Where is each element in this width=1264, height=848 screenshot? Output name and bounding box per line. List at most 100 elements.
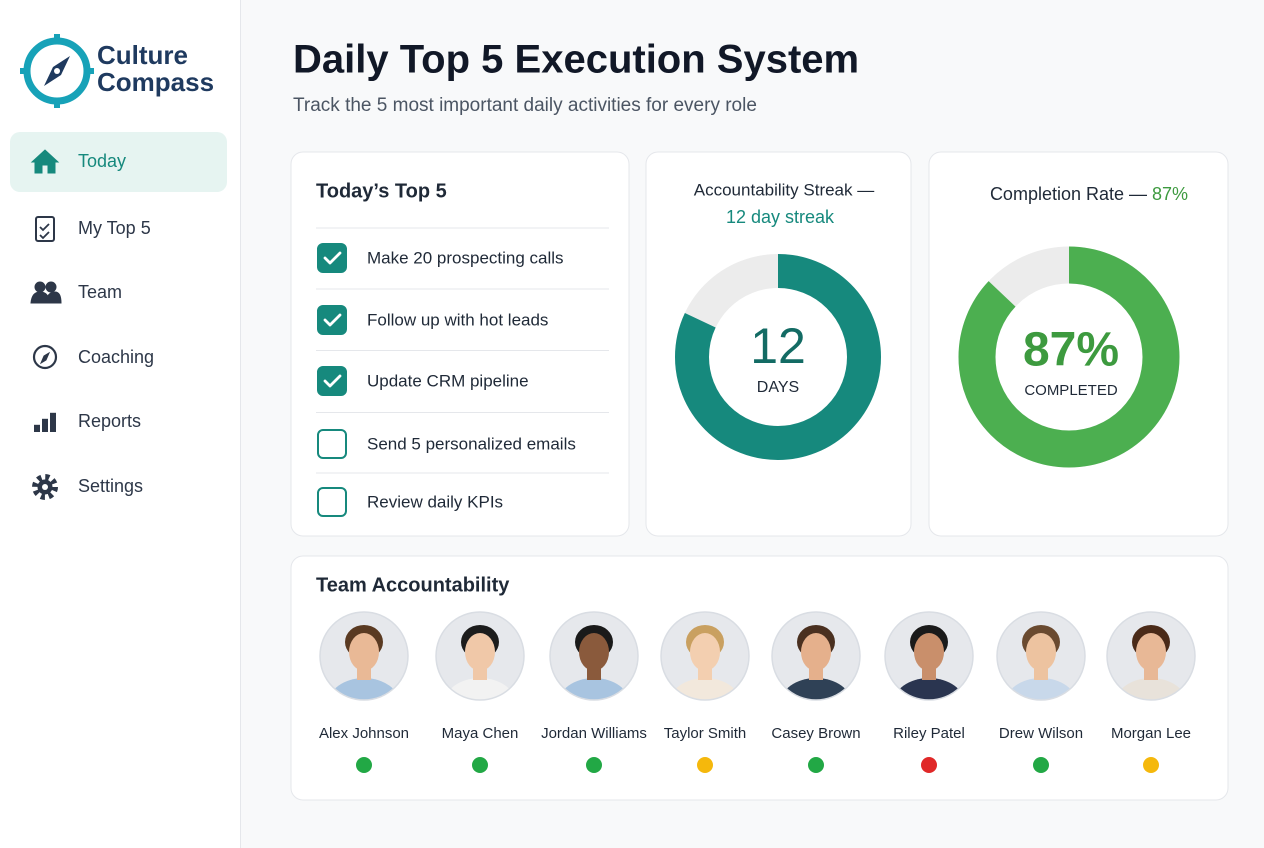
nav-item[interactable]: Settings — [32, 474, 143, 500]
avatar — [550, 612, 638, 700]
task-label: Make 20 prospecting calls — [367, 248, 564, 267]
title-value: 87% — [1152, 184, 1188, 204]
avatar-border — [884, 611, 974, 701]
check-mark — [323, 313, 342, 327]
card — [290, 555, 1229, 801]
avatar-body — [328, 678, 400, 700]
task-row: Send 5 personalized emails — [317, 429, 576, 459]
task-label: Follow up with hot leads — [367, 310, 548, 329]
icon-shape — [32, 344, 58, 370]
icon-shape — [50, 412, 56, 432]
avatar-border — [435, 611, 525, 701]
card-title: Team Accountability — [316, 574, 510, 596]
avatar — [661, 612, 749, 700]
team-member: Casey Brown — [771, 611, 861, 773]
icon-shape — [42, 484, 48, 490]
card-title: Completion Rate — 87% — [990, 184, 1188, 204]
avatar-border — [319, 611, 409, 701]
icon-shape — [39, 223, 50, 240]
streak-value: 12 — [750, 318, 806, 374]
status-dot — [356, 757, 372, 773]
avatar-face — [349, 633, 379, 671]
avatar-body — [558, 678, 630, 700]
brand-line: Compass — [97, 67, 214, 97]
task-row: Follow up with hot leads — [317, 305, 548, 335]
avatar-face — [579, 633, 609, 671]
icon-shape — [39, 351, 51, 365]
avatar-body — [444, 678, 516, 700]
nav-label: Reports — [78, 411, 141, 431]
avatar-border — [771, 611, 861, 701]
card-title: Accountability Streak — — [694, 180, 874, 199]
avatar-face — [1136, 633, 1166, 671]
icon-shape — [30, 149, 60, 174]
status-dot — [586, 757, 602, 773]
avatar — [436, 612, 524, 700]
avatar — [772, 612, 860, 700]
checkbox[interactable] — [317, 366, 347, 396]
page-subtitle: Track the 5 most important daily activit… — [293, 95, 757, 116]
team-member: Riley Patel — [884, 611, 974, 773]
status-dot — [921, 757, 937, 773]
nav-active-bg — [10, 132, 227, 192]
nav-icon — [30, 149, 60, 174]
task-label: Review daily KPIs — [367, 492, 503, 511]
member-name: Maya Chen — [442, 725, 519, 742]
task-label: Send 5 personalized emails — [367, 434, 576, 453]
icon-shape — [42, 418, 48, 432]
nav-icon — [34, 412, 56, 432]
logo-icon — [20, 34, 94, 108]
ring-arc — [675, 254, 881, 460]
avatar-face — [690, 633, 720, 671]
avatar — [885, 612, 973, 700]
member-name: Jordan Williams — [541, 725, 647, 742]
nav-icon — [32, 474, 58, 500]
avatar — [997, 612, 1085, 700]
checkbox[interactable] — [317, 243, 347, 273]
nav-item[interactable]: My Top 5 — [35, 216, 151, 242]
nav-label: Today — [78, 151, 126, 171]
icon-shape — [35, 216, 55, 242]
avatar-border — [996, 611, 1086, 701]
nav-label: My Top 5 — [78, 218, 151, 238]
avatar-body — [893, 678, 965, 700]
status-dot — [472, 757, 488, 773]
nav-item[interactable]: Coaching — [32, 344, 154, 370]
nav-icon — [32, 344, 58, 370]
checkbox[interactable] — [317, 429, 347, 459]
nav-item[interactable]: Team — [30, 281, 122, 304]
avatar-border — [660, 611, 750, 701]
avatar-face — [801, 633, 831, 671]
status-dot — [808, 757, 824, 773]
ring-arc — [958, 246, 1180, 468]
checkbox[interactable] — [317, 487, 347, 517]
team-member: Morgan Lee — [1106, 611, 1196, 773]
avatar-face — [914, 633, 944, 671]
avatar — [1107, 612, 1195, 700]
card-subtitle: 12 day streak — [726, 207, 835, 227]
nav-item[interactable]: Reports — [34, 411, 141, 432]
avatar-border — [549, 611, 639, 701]
team-member: Taylor Smith — [660, 611, 750, 773]
task-row: Make 20 prospecting calls — [317, 243, 564, 273]
member-name: Morgan Lee — [1111, 725, 1191, 742]
status-dot — [1143, 757, 1159, 773]
icon-shape — [45, 281, 57, 293]
task-row: Review daily KPIs — [317, 487, 503, 517]
title-text: Completion Rate — — [990, 184, 1147, 204]
avatar-border — [1106, 611, 1196, 701]
member-name: Riley Patel — [893, 725, 965, 742]
team-member: Drew Wilson — [996, 611, 1086, 773]
task-row: Update CRM pipeline — [317, 366, 529, 396]
avatar-body — [669, 678, 741, 700]
member-name: Alex Johnson — [319, 725, 409, 742]
nav-item[interactable]: Today — [10, 132, 227, 192]
checkbox[interactable] — [317, 305, 347, 335]
check-mark — [323, 374, 342, 388]
avatar-face — [465, 633, 495, 671]
nav-label: Team — [78, 282, 122, 302]
card-title: Today’s Top 5 — [316, 180, 447, 202]
streak-unit: DAYS — [757, 379, 799, 396]
